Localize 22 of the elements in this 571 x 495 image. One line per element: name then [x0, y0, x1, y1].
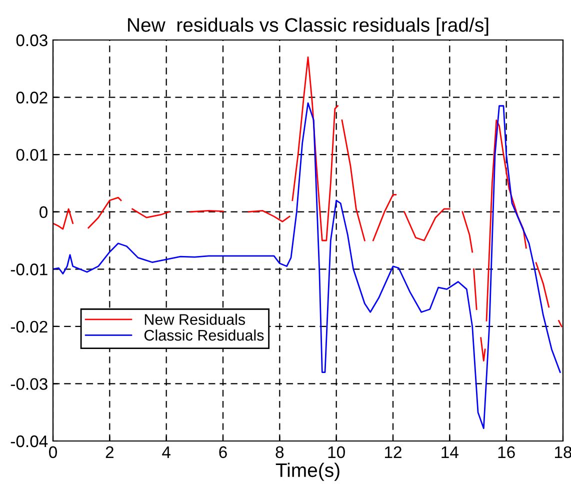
y-tick-label: 0: [40, 206, 48, 218]
x-tick-label: 6: [219, 446, 227, 458]
x-axis-title: Time(s): [276, 462, 340, 481]
x-tick-label: 0: [49, 446, 57, 458]
y-tick-label: -0.02: [10, 320, 48, 333]
y-tick-label: -0.01: [10, 264, 48, 276]
chart-title: New residuals vs Classic residuals [rad/s]: [128, 18, 488, 36]
x-tick-label: 12: [385, 446, 402, 458]
x-tick-label: 2: [106, 446, 114, 458]
x-tick-label: 10: [328, 446, 345, 458]
y-tick-label: 0.02: [16, 92, 48, 104]
y-tick-label: 0.01: [16, 148, 48, 161]
x-tick-label: 14: [442, 446, 458, 458]
y-tick-label: 0.03: [16, 34, 48, 46]
x-tick-label: 16: [498, 446, 515, 458]
legend-label: New Residuals: [144, 314, 246, 325]
legend-label: Classic Residuals: [144, 329, 264, 341]
y-tick-label: -0.04: [10, 435, 48, 448]
x-tick-label: 8: [276, 446, 284, 458]
y-tick-label: -0.03: [10, 378, 48, 390]
x-tick-label: 4: [162, 446, 170, 458]
line-series: [53, 102, 561, 430]
